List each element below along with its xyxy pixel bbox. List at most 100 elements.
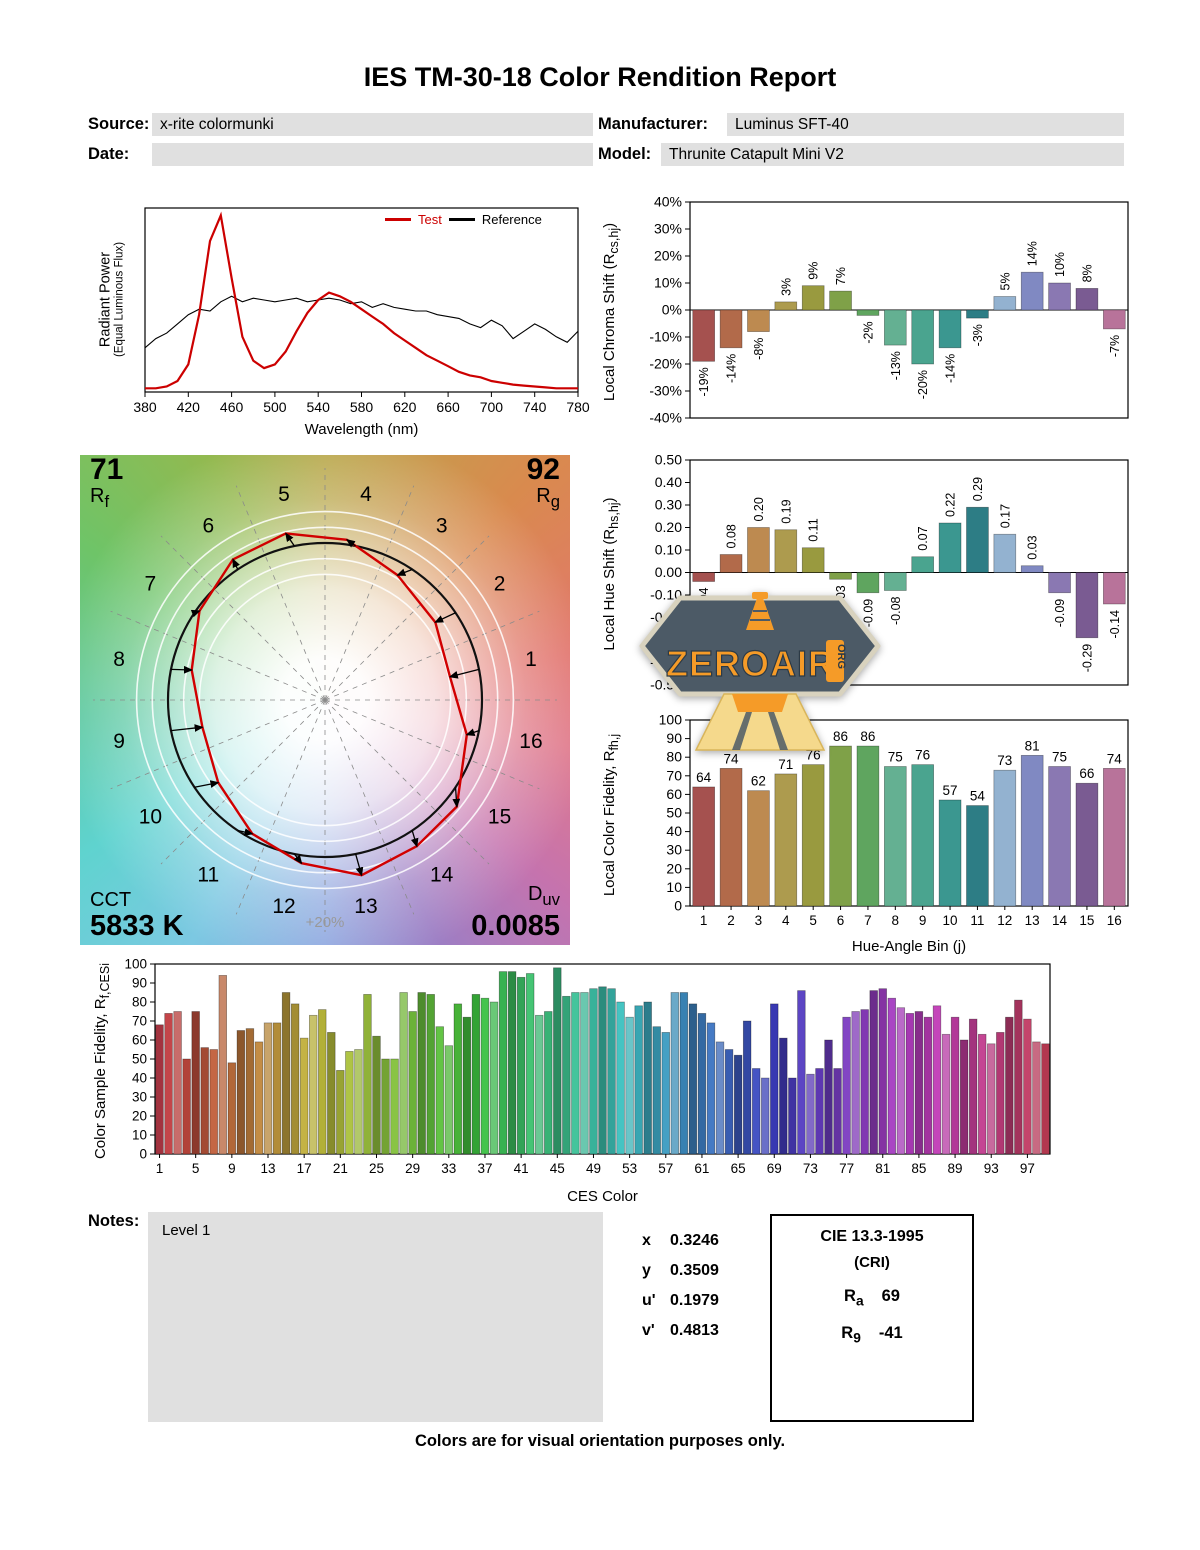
bar	[245, 1028, 255, 1155]
bar-value-label: -0.29	[1080, 644, 1094, 673]
bar-value-label: -0.09	[1053, 599, 1067, 628]
tick-label: 20%	[654, 248, 682, 264]
guide-circle	[198, 573, 452, 827]
chromaticity-u-row: u' 0.1979	[642, 1292, 719, 1309]
tick-label: 0	[139, 1147, 147, 1162]
tick-label: 13	[260, 1161, 275, 1176]
test-curve	[145, 211, 578, 390]
legend-test-label: Test	[418, 212, 442, 227]
bar-value-label: -0.09	[861, 599, 875, 628]
bar	[692, 309, 715, 362]
bar	[959, 1039, 969, 1155]
bar	[856, 309, 880, 316]
shift-arrow	[465, 728, 480, 736]
bar	[829, 290, 852, 311]
tick-label: 10	[943, 913, 958, 928]
bar	[381, 1058, 390, 1155]
tick-label: 70	[666, 767, 682, 783]
bar-value-label: -20%	[916, 370, 930, 399]
plot-frame	[144, 207, 579, 393]
bar	[1041, 1043, 1050, 1155]
bar	[761, 1077, 770, 1155]
bar	[417, 992, 426, 1155]
bar	[544, 1011, 553, 1155]
bar	[884, 766, 907, 907]
tick-label: 660	[436, 399, 460, 415]
bar	[697, 1013, 707, 1155]
bar	[281, 992, 291, 1155]
tick-label: -40%	[649, 410, 682, 426]
bar-value-label: 0.22	[944, 493, 958, 517]
bar	[884, 572, 907, 591]
bar-value-label: -13%	[889, 351, 903, 380]
bar-value-label: -7%	[1108, 335, 1122, 357]
bar	[966, 309, 989, 319]
bar	[706, 1022, 716, 1155]
bin-boundary-line	[160, 535, 326, 701]
bar	[856, 572, 880, 594]
bar	[218, 975, 227, 1155]
spectral-plot: 380 420 460 500 540 580 620 660 700 740 780	[133, 207, 590, 415]
bar-value-label: 9%	[807, 262, 821, 280]
bar	[747, 790, 770, 907]
bar	[227, 1062, 237, 1155]
tick-label: 540	[307, 399, 331, 415]
zeroair-watermark: ZEROAIR ORG	[628, 584, 892, 754]
ces-y-axis-label: Color Sample Fidelity, Rf,CESi	[92, 962, 112, 1160]
tick-label: 90	[132, 976, 147, 991]
bar	[941, 1033, 951, 1155]
bar	[562, 995, 571, 1155]
bar	[905, 1013, 915, 1155]
notes-label: Notes:	[88, 1212, 140, 1230]
tick-label: 0%	[662, 302, 682, 318]
bar	[692, 786, 715, 907]
tick-label: 37	[477, 1161, 492, 1176]
bar	[643, 1001, 652, 1155]
bar	[884, 309, 907, 346]
bar-value-label: 74	[724, 751, 740, 766]
chroma-shift-plot: 40% 30% 20% 10% 0% -10% -20% -30% -40% -19% -14% -8…	[649, 194, 1129, 426]
bar	[751, 1068, 761, 1155]
bar	[1032, 1041, 1041, 1155]
notes-box: Level 1	[148, 1212, 603, 1422]
tick-label: 500	[263, 399, 287, 415]
cct-value: CCT 5833 K	[90, 889, 184, 942]
tick-label: 20	[666, 860, 682, 876]
hue-bin-number: 5	[278, 483, 290, 506]
outer-ring-label: +20%	[306, 914, 345, 931]
bin-boundary-line	[324, 610, 540, 701]
tick-label: 100	[659, 712, 683, 728]
tick-label: 45	[550, 1161, 565, 1176]
chromaticity-v-row: v' 0.4813	[642, 1322, 719, 1339]
bar	[887, 997, 896, 1155]
beam-head	[732, 694, 788, 712]
tick-label: 53	[622, 1161, 637, 1176]
tick-label: 10%	[654, 275, 682, 291]
bar	[801, 764, 825, 907]
model-value: Thrunite Catapult Mini V2	[661, 143, 1124, 166]
tick-label: 10	[666, 879, 682, 895]
tick-label: 9	[919, 913, 927, 928]
bar	[616, 1001, 625, 1155]
test-polygon	[190, 532, 468, 877]
shift-arrow	[448, 668, 480, 679]
bar	[336, 1070, 345, 1155]
bar	[966, 506, 989, 573]
bar-value-label: 5%	[998, 272, 1012, 290]
bar	[692, 572, 715, 582]
bar-value-label: 71	[778, 757, 793, 772]
shift-arrow	[396, 568, 413, 576]
tick-label: 70	[132, 1014, 147, 1029]
bar	[634, 1005, 643, 1155]
bar	[535, 1014, 544, 1155]
spectral-x-axis-label: Wavelength (nm)	[304, 421, 419, 438]
tick-label: 780	[566, 399, 590, 415]
bar-value-label: -14%	[725, 354, 739, 383]
tick-label: 85	[911, 1161, 926, 1176]
tick-label: 5	[192, 1161, 200, 1176]
tick-label: 80	[132, 995, 147, 1010]
bar	[1103, 309, 1126, 330]
bar	[272, 1022, 282, 1155]
chromaticity-y-row: y 0.3509	[642, 1262, 719, 1279]
duv-value: Duv 0.0085	[471, 883, 560, 942]
